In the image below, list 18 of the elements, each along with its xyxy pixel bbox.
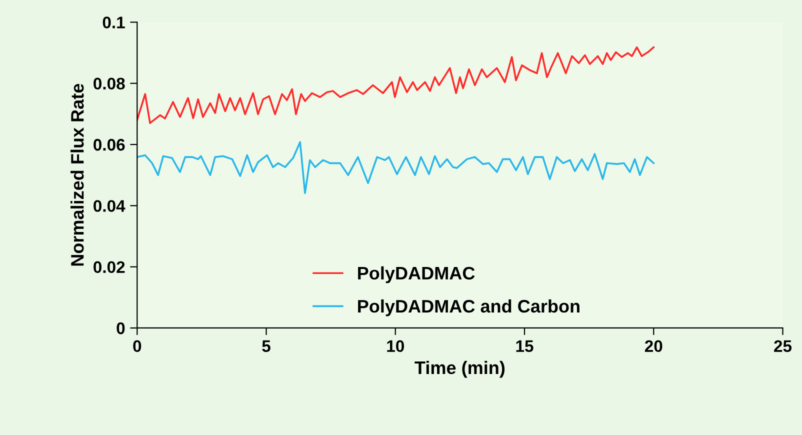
y-axis-title: Normalized Flux Rate (70, 84, 84, 266)
y-tick-label: 0.02 (94, 261, 125, 274)
y-tick-label: 0.06 (94, 138, 125, 151)
x-tick-label: 20 (644, 340, 662, 352)
x-tick-label: 25 (774, 340, 792, 352)
y-tick-label: 0.08 (94, 78, 125, 90)
legend-label: PolyDADMAC (358, 266, 475, 284)
x-axis-title: Time (min) (414, 360, 505, 378)
x-tick-label: 10 (387, 340, 404, 352)
x-tick-label: 5 (262, 340, 270, 352)
line-series (137, 141, 655, 194)
x-tick-label: 0 (133, 340, 142, 352)
y-tick-label: 0 (116, 322, 125, 334)
x-tick-label: 15 (516, 340, 534, 352)
line-series (137, 46, 655, 124)
y-tick-label: 0.04 (94, 200, 126, 212)
legend-label: PolyDADMAC and Carbon (358, 299, 580, 316)
y-tick-label: 0.1 (102, 16, 125, 28)
